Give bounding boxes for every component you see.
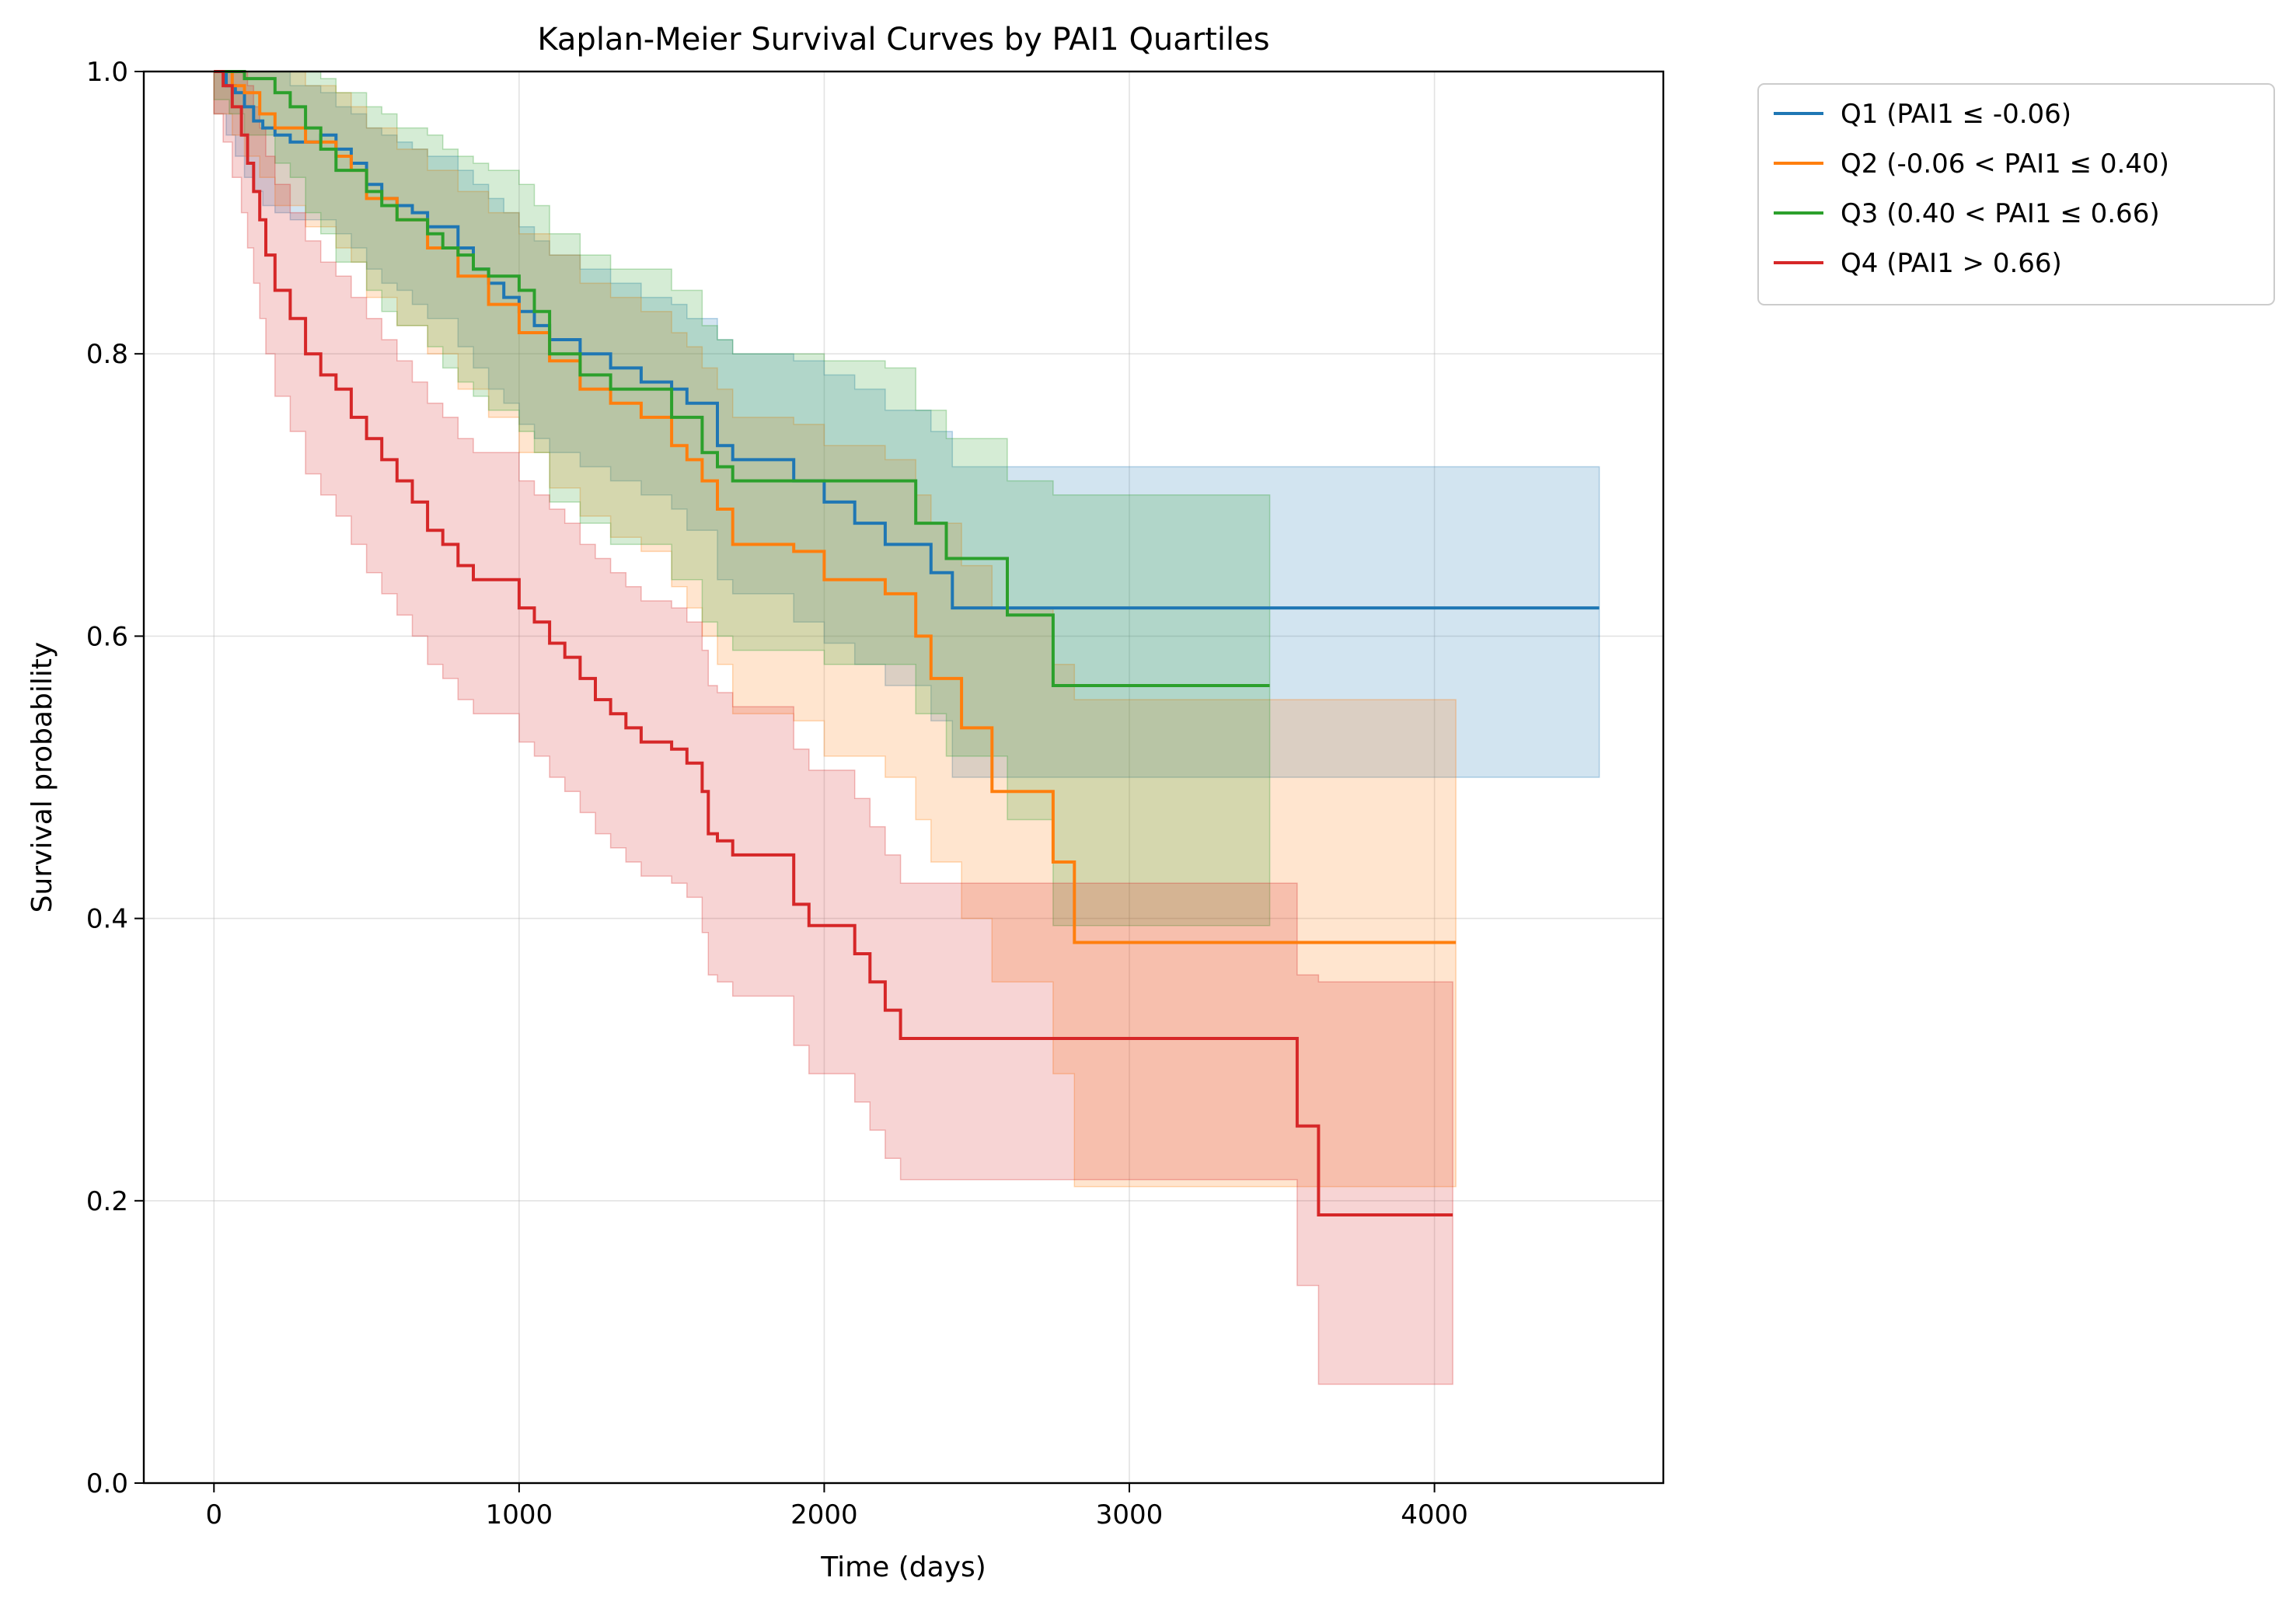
legend: Q1 (PAI1 ≤ -0.06) Q2 (-0.06 < PAI1 ≤ 0.40… bbox=[1757, 83, 2275, 305]
axis-ticks: 0 1000 2000 3000 4000 0.0 0.2 0.4 0.6 0.8 1.0 bbox=[86, 57, 1468, 1530]
x-tick-label: 0 bbox=[205, 1499, 222, 1530]
survival-line-series-3 bbox=[214, 70, 1270, 687]
ci-band-series-1 bbox=[213, 71, 1600, 778]
y-tick-label: 0.8 bbox=[86, 339, 128, 370]
legend-label-series-3: Q3 (0.40 < PAI1 ≤ 0.66) bbox=[1841, 198, 2160, 229]
confidence-bands bbox=[213, 71, 1600, 1385]
y-axis-label: Survival probability bbox=[26, 642, 58, 913]
x-tick-label: 2000 bbox=[790, 1499, 858, 1530]
survival-curves bbox=[214, 70, 1600, 1216]
y-tick-label: 0.2 bbox=[86, 1186, 128, 1217]
ci-band-series-4 bbox=[213, 71, 1453, 1385]
x-tick-label: 3000 bbox=[1096, 1499, 1164, 1530]
y-tick-label: 1.0 bbox=[86, 57, 128, 88]
survival-line-series-4 bbox=[214, 70, 1453, 1216]
y-tick-label: 0.4 bbox=[86, 904, 128, 935]
x-tick-label: 1000 bbox=[486, 1499, 553, 1530]
y-tick-label: 0.6 bbox=[86, 621, 128, 652]
plot-frame bbox=[142, 70, 1665, 1485]
legend-label-series-1: Q1 (PAI1 ≤ -0.06) bbox=[1841, 99, 2071, 130]
chart-title: Kaplan-Meier Survival Curves by PAI1 Qua… bbox=[537, 22, 1269, 58]
ci-band-series-2 bbox=[213, 71, 1457, 1188]
legend-label-series-2: Q2 (-0.06 < PAI1 ≤ 0.40) bbox=[1841, 148, 2169, 180]
x-axis-label: Time (days) bbox=[820, 1551, 986, 1583]
survival-line-series-2 bbox=[214, 70, 1457, 944]
legend-box bbox=[1757, 83, 2275, 305]
y-tick-label: 0.0 bbox=[86, 1468, 128, 1499]
x-tick-label: 4000 bbox=[1401, 1499, 1468, 1530]
legend-label-series-4: Q4 (PAI1 > 0.66) bbox=[1841, 248, 2062, 279]
